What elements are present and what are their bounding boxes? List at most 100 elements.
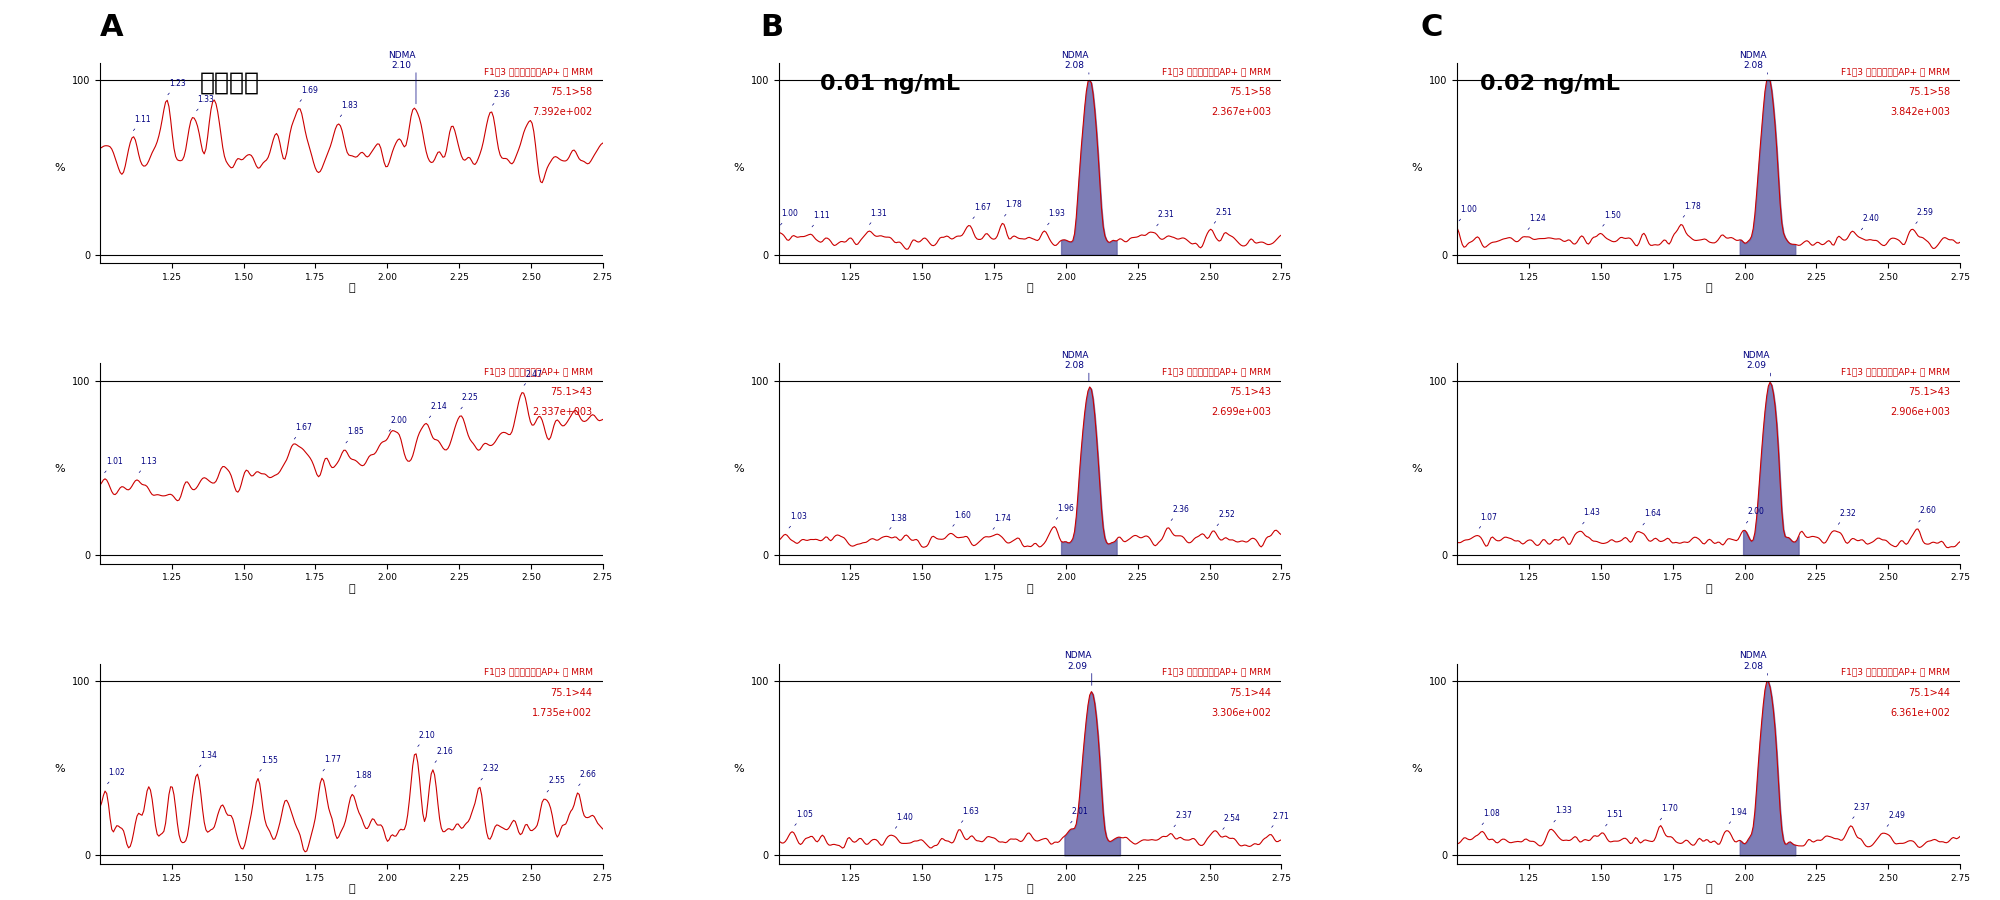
X-axis label: 分: 分: [1706, 884, 1712, 894]
Text: 1.11: 1.11: [812, 212, 830, 227]
Text: 1.50: 1.50: [1602, 211, 1620, 226]
Text: 75.1>58: 75.1>58: [550, 87, 592, 97]
Text: 1.01: 1.01: [104, 457, 122, 472]
Text: 2.00: 2.00: [1746, 508, 1764, 523]
Text: NDMA
2.09: NDMA 2.09: [1742, 351, 1770, 370]
Text: 2.59: 2.59: [1916, 208, 1934, 223]
Text: 75.1>58: 75.1>58: [1908, 87, 1950, 97]
X-axis label: 分: 分: [1026, 284, 1034, 293]
Text: 1.31: 1.31: [870, 209, 888, 224]
Text: 1.735e+002: 1.735e+002: [532, 707, 592, 718]
Text: A: A: [100, 13, 124, 42]
Y-axis label: %: %: [1412, 764, 1422, 774]
X-axis label: 分: 分: [1706, 584, 1712, 594]
Text: 75.1>44: 75.1>44: [1230, 688, 1272, 698]
Text: 2.47: 2.47: [524, 370, 542, 385]
Text: 1.08: 1.08: [1482, 809, 1500, 824]
Y-axis label: %: %: [54, 464, 66, 473]
Text: 1.77: 1.77: [322, 755, 340, 771]
Text: 1.03: 1.03: [790, 512, 808, 528]
Text: 2.699e+003: 2.699e+003: [1212, 408, 1272, 418]
Text: 2.16: 2.16: [436, 747, 452, 762]
Text: 0.02 ng/mL: 0.02 ng/mL: [1480, 74, 1620, 94]
Text: 2.01: 2.01: [1070, 807, 1088, 823]
Text: 1.02: 1.02: [108, 769, 126, 784]
Text: 2.37: 2.37: [1174, 811, 1192, 827]
X-axis label: 分: 分: [348, 284, 354, 293]
Text: 75.1>44: 75.1>44: [550, 688, 592, 698]
Text: C: C: [1420, 13, 1442, 42]
Text: 2.54: 2.54: [1222, 814, 1240, 829]
Text: 2.51: 2.51: [1214, 208, 1232, 223]
Text: 1.38: 1.38: [890, 514, 908, 529]
Text: F1：3 チャンネル、AP+ の MRM: F1：3 チャンネル、AP+ の MRM: [484, 67, 592, 76]
Text: 2.10: 2.10: [418, 731, 436, 746]
Text: 2.32: 2.32: [1838, 508, 1856, 525]
Text: F1：3 チャンネル、AP+ の MRM: F1：3 チャンネル、AP+ の MRM: [1840, 367, 1950, 376]
Text: 1.33: 1.33: [196, 95, 214, 111]
X-axis label: 分: 分: [1706, 284, 1712, 293]
Text: 2.337e+003: 2.337e+003: [532, 408, 592, 418]
Text: 1.24: 1.24: [1528, 214, 1546, 230]
Text: F1：3 チャンネル、AP+ の MRM: F1：3 チャンネル、AP+ の MRM: [484, 367, 592, 376]
Text: 2.49: 2.49: [1888, 811, 1906, 826]
Text: 1.74: 1.74: [994, 514, 1010, 529]
Text: F1：3 チャンネル、AP+ の MRM: F1：3 チャンネル、AP+ の MRM: [1840, 67, 1950, 76]
Y-axis label: %: %: [1412, 163, 1422, 173]
Text: 2.37: 2.37: [1852, 803, 1870, 818]
Text: 2.36: 2.36: [492, 90, 510, 105]
Y-axis label: %: %: [734, 764, 744, 774]
Text: 1.23: 1.23: [168, 79, 186, 94]
Text: 1.33: 1.33: [1554, 806, 1572, 822]
X-axis label: 分: 分: [1026, 584, 1034, 594]
Y-axis label: %: %: [54, 163, 66, 173]
Text: F1：3 チャンネル、AP+ の MRM: F1：3 チャンネル、AP+ の MRM: [1162, 67, 1272, 76]
Text: 2.71: 2.71: [1272, 812, 1290, 827]
Text: 2.40: 2.40: [1862, 214, 1880, 230]
Text: 2.66: 2.66: [578, 770, 596, 786]
Text: 1.60: 1.60: [952, 510, 970, 526]
Text: 1.85: 1.85: [346, 428, 364, 443]
Text: F1：3 チャンネル、AP+ の MRM: F1：3 チャンネル、AP+ の MRM: [1162, 367, 1272, 376]
Text: 1.11: 1.11: [134, 115, 152, 130]
Text: 1.69: 1.69: [300, 86, 318, 102]
Text: NDMA
2.09: NDMA 2.09: [1064, 652, 1092, 670]
Y-axis label: %: %: [734, 464, 744, 473]
Text: NDMA
2.08: NDMA 2.08: [1060, 50, 1088, 70]
Text: 6.361e+002: 6.361e+002: [1890, 707, 1950, 718]
Text: NDMA
2.08: NDMA 2.08: [1060, 351, 1088, 370]
Text: F1：3 チャンネル、AP+ の MRM: F1：3 チャンネル、AP+ の MRM: [1162, 668, 1272, 677]
Text: 75.1>43: 75.1>43: [1908, 387, 1950, 398]
Text: 2.00: 2.00: [390, 416, 408, 431]
Text: 1.96: 1.96: [1056, 504, 1074, 519]
Text: 1.94: 1.94: [1730, 808, 1748, 824]
Text: 2.14: 2.14: [430, 402, 448, 418]
Text: 75.1>58: 75.1>58: [1230, 87, 1272, 97]
Text: 2.906e+003: 2.906e+003: [1890, 408, 1950, 418]
Text: 2.25: 2.25: [460, 393, 478, 409]
Text: NDMA
2.08: NDMA 2.08: [1740, 652, 1766, 670]
Text: 1.34: 1.34: [200, 752, 218, 767]
Text: 1.67: 1.67: [972, 203, 990, 219]
Text: 1.88: 1.88: [354, 771, 372, 788]
Text: 75.1>43: 75.1>43: [1230, 387, 1272, 398]
Text: 2.367e+003: 2.367e+003: [1212, 107, 1272, 117]
Text: ブランク: ブランク: [200, 71, 260, 95]
Text: 1.67: 1.67: [294, 423, 312, 439]
Text: 2.60: 2.60: [1918, 507, 1936, 522]
Text: 7.392e+002: 7.392e+002: [532, 107, 592, 117]
Text: 2.36: 2.36: [1172, 505, 1190, 520]
Y-axis label: %: %: [1412, 464, 1422, 473]
Y-axis label: %: %: [54, 764, 66, 774]
Text: 1.07: 1.07: [1480, 513, 1498, 528]
Text: F1：3 チャンネル、AP+ の MRM: F1：3 チャンネル、AP+ の MRM: [1840, 668, 1950, 677]
X-axis label: 分: 分: [348, 584, 354, 594]
Text: 75.1>44: 75.1>44: [1908, 688, 1950, 698]
Text: 1.51: 1.51: [1606, 810, 1624, 826]
Text: NDMA
2.08: NDMA 2.08: [1740, 50, 1766, 70]
X-axis label: 分: 分: [348, 884, 354, 894]
Text: 1.00: 1.00: [1460, 205, 1478, 220]
Text: 1.78: 1.78: [1684, 202, 1700, 217]
Text: NDMA
2.10: NDMA 2.10: [388, 50, 416, 70]
Text: 2.52: 2.52: [1218, 510, 1234, 526]
